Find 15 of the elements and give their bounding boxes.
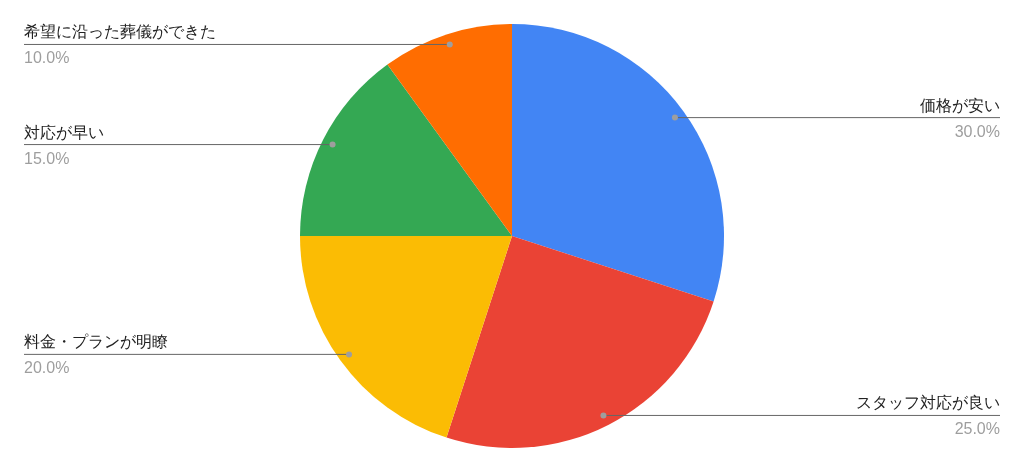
data-label: 25.0% [954, 420, 1000, 438]
slice-label: 対応が早い [24, 122, 104, 142]
pie-slice [512, 24, 724, 302]
pie-slice [300, 236, 512, 438]
slice-label: 希望に沿った葬儀ができた [24, 22, 216, 42]
pie-slice [300, 64, 512, 236]
data-label: 10.0% [24, 49, 70, 67]
data-label: 20.0% [24, 359, 70, 377]
slice-label: スタッフ対応が良い [856, 393, 1000, 413]
data-label: 30.0% [954, 122, 1000, 140]
slice-label: 料金・プランが明瞭 [24, 332, 168, 352]
pie-slice [387, 24, 512, 236]
data-label: 15.0% [24, 149, 70, 167]
pie-slice [446, 236, 714, 448]
slice-label: 価格が安い [920, 95, 1000, 115]
